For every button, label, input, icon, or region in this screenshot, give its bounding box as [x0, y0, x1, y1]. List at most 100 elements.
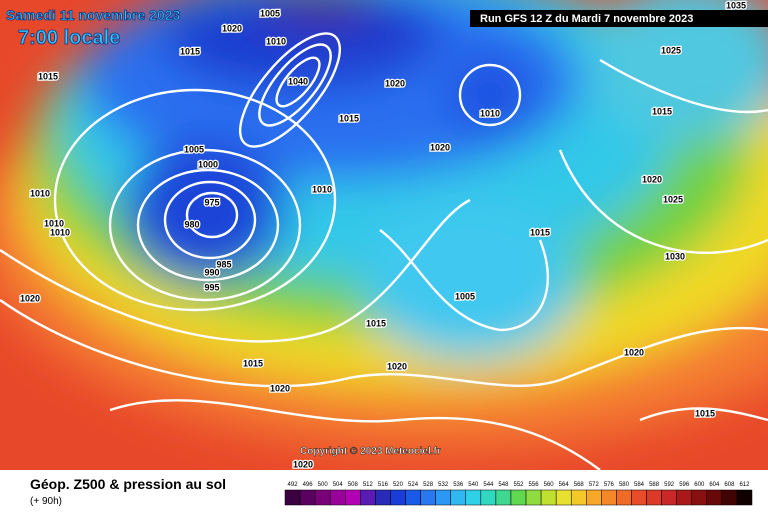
- scale-swatch: [721, 489, 738, 506]
- scale-label: 612: [739, 482, 750, 488]
- run: Run GFS 12 Z du Mardi 7 novembre 2023: [480, 13, 693, 25]
- field: 1005 1020 1010 1015 1015 1040 1020 1010 1025 1035…: [0, 0, 768, 470]
- scale-label: 512: [363, 482, 374, 488]
- copyright: Copyright © 2023 Meteociel.fr: [300, 446, 441, 457]
- scale-label: 576: [604, 482, 615, 488]
- scale-swatch: [284, 489, 301, 506]
- scale-swatch: [631, 489, 647, 506]
- isobar-label: 1015: [530, 227, 550, 237]
- footer-lead: (+ 90h): [30, 496, 62, 507]
- isobar-label: 1020: [642, 174, 662, 184]
- scale-label: 496: [303, 482, 314, 488]
- isobar-label: 1020: [385, 78, 405, 88]
- isobar-label: 985: [216, 259, 231, 269]
- isobars: [0, 32, 768, 470]
- scale-label: 540: [468, 482, 479, 488]
- isobar-label: 1010: [480, 108, 500, 118]
- scale-label: 552: [513, 482, 524, 488]
- scale-swatch: [661, 489, 677, 506]
- scale-label: 592: [664, 482, 675, 488]
- isobar-label: 1030: [665, 251, 685, 261]
- isobar-label: 1025: [663, 194, 683, 204]
- scale-label: 492: [288, 482, 299, 488]
- scale-swatch: [601, 489, 617, 506]
- scale-swatch: [540, 489, 557, 506]
- isobar-label: 990: [204, 267, 219, 277]
- scale-swatch: [465, 489, 482, 506]
- isobar-label: 1010: [44, 218, 64, 228]
- scale-swatch: [570, 489, 587, 506]
- isobar-label: 1015: [38, 71, 58, 81]
- scale-label: 588: [649, 482, 660, 488]
- isobar-label: 1040: [288, 76, 308, 86]
- run-box: [470, 10, 768, 27]
- scale-label: 572: [589, 482, 600, 488]
- isobar-label: 995: [204, 282, 219, 292]
- isobar-label: 1020: [270, 383, 290, 393]
- scale-label: 560: [544, 482, 555, 488]
- isobar-label: 1035: [726, 0, 746, 10]
- scale-swatch: [736, 489, 753, 506]
- isobar-label: 1020: [387, 361, 407, 371]
- scale-swatch: [450, 489, 467, 506]
- scale-label: 516: [378, 482, 389, 488]
- scale-label: 596: [679, 482, 690, 488]
- isobar-label: 1015: [180, 46, 200, 56]
- scale-label: 520: [393, 482, 404, 488]
- scale-swatch: [676, 489, 692, 506]
- scale-swatch: [586, 489, 602, 506]
- scale-label: 548: [498, 482, 509, 488]
- isobar-label: 1015: [652, 106, 672, 116]
- scale-swatch: [405, 489, 421, 506]
- scale-swatch: [495, 489, 512, 506]
- time: 7:00 locale: [18, 27, 120, 49]
- scale-label: 604: [709, 482, 720, 488]
- scale-swatch: [390, 489, 406, 506]
- scale-swatch: [375, 489, 391, 506]
- scale-label: 608: [724, 482, 735, 488]
- scale-label: 536: [453, 482, 464, 488]
- isobar-label: 1020: [222, 23, 242, 33]
- isobar-label: 975: [204, 197, 219, 207]
- scale-label: 508: [348, 482, 359, 488]
- isobar-label: 1005: [184, 144, 204, 154]
- isobar-label: 1010: [266, 36, 286, 46]
- scale-label: 556: [529, 482, 540, 488]
- isobar-label: 1015: [243, 358, 263, 368]
- isobar-label: 1020: [20, 293, 40, 303]
- isobar-label: 1010: [312, 184, 332, 194]
- isobar-label: 1015: [366, 318, 386, 328]
- scale-swatch: [314, 489, 331, 506]
- isobar-label: 980: [184, 219, 199, 229]
- isobar-label: 1020: [624, 347, 644, 357]
- scale-label: 584: [634, 482, 645, 488]
- scale-label: 524: [408, 482, 419, 488]
- scale-swatch: [646, 489, 662, 506]
- isobar-label: 1000: [198, 159, 218, 169]
- scale-label: 500: [318, 482, 329, 488]
- isobar-label: 1005: [260, 8, 280, 18]
- scale-label: 528: [423, 482, 434, 488]
- scale-swatch: [616, 489, 632, 506]
- scale-swatch: [345, 489, 361, 506]
- scale-swatch: [329, 489, 346, 506]
- scale-swatch: [525, 489, 542, 506]
- scale-label: 568: [574, 482, 585, 488]
- isobar-label: 1025: [661, 45, 681, 55]
- isobar-label: 1005: [455, 291, 475, 301]
- scale-label: 600: [694, 482, 705, 488]
- scale-label: 532: [438, 482, 449, 488]
- footer-title: Géop. Z500 & pression au sol: [30, 476, 226, 492]
- scale-label: 580: [619, 482, 630, 488]
- scale-swatch: [299, 489, 316, 506]
- scale-swatch: [480, 489, 497, 506]
- date: Samedi 11 novembre 2023: [6, 7, 181, 23]
- scale-swatch: [706, 489, 723, 506]
- scale-swatch: [691, 489, 708, 506]
- scale-swatch: [510, 489, 527, 506]
- scale-swatch: [435, 489, 451, 506]
- isobar-label: 1015: [339, 113, 359, 123]
- scale-label: 504: [333, 482, 344, 488]
- isobar-label: 1010: [50, 227, 70, 237]
